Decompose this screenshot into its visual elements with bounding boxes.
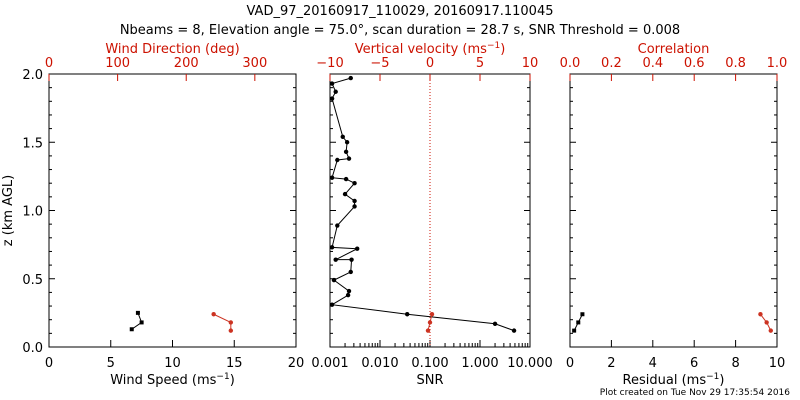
data-point (329, 96, 335, 101)
data-point (346, 156, 352, 161)
x-axis-label-top: Correlation (638, 42, 710, 57)
x-tick-label-top: 200 (174, 56, 199, 71)
y-tick-label: 0.0 (22, 341, 43, 356)
x-tick-label-bottom: 5 (107, 356, 115, 371)
data-point (572, 328, 577, 333)
data-point (329, 81, 335, 86)
plot-frame (329, 73, 531, 348)
x-tick-label-top: 5 (476, 56, 484, 71)
x-axis-label-bottom: SNR (416, 373, 443, 388)
x-axis-label-bottom: Residual (ms−1) (623, 372, 725, 388)
data-point (335, 223, 340, 228)
x-axis-label-top: Wind Direction (deg) (105, 42, 239, 57)
data-point (427, 320, 433, 325)
data-point (329, 245, 335, 250)
x-tick-label-top: 0 (45, 56, 53, 71)
x-tick-label-bottom: 0 (45, 356, 53, 371)
x-tick-label-top: 0.0 (560, 56, 581, 71)
x-tick-label-top: 0.2 (601, 56, 622, 71)
data-point (492, 321, 498, 326)
x-tick-label-top: 0 (426, 56, 434, 71)
x-tick-label-bottom: 8 (731, 356, 739, 371)
data-point (405, 312, 410, 317)
x-tick-label-bottom: 10 (769, 356, 786, 371)
data-point (764, 320, 769, 325)
x-tick-label-bottom: 4 (649, 356, 657, 371)
data-point (342, 191, 348, 197)
y-tick-label: 2.0 (22, 68, 43, 83)
x-tick-label-top: 0.6 (684, 56, 705, 71)
x-tick-label-top: 300 (242, 56, 267, 71)
series-line-top (213, 313, 232, 331)
figure-title-line1: VAD_97_20160917_110029, 20160917.110045 (247, 4, 554, 19)
data-point (348, 269, 353, 275)
data-point (333, 257, 338, 262)
x-tick-label-top: 100 (105, 56, 130, 71)
data-point (576, 320, 581, 325)
data-point (329, 302, 335, 307)
x-tick-label-bottom: 20 (288, 356, 305, 371)
x-tick-label-bottom: 0.010 (361, 356, 398, 371)
plot-created-footer: Plot created on Tue Nov 29 17:35:54 2016 (600, 388, 790, 398)
x-tick-label-bottom: 0.100 (411, 356, 448, 371)
x-tick-label-top: −10 (316, 56, 343, 71)
data-point (345, 292, 351, 298)
data-point (352, 204, 357, 209)
y-tick-label: 1.0 (22, 205, 43, 220)
chart-panel-right: 0 2 4 6 8 10 Residual (ms−1) 0.0 0.2 0.4 0.6 0.8 1.0… (560, 42, 788, 388)
plot-frame (569, 73, 778, 348)
x-tick-label-bottom: 0 (566, 356, 574, 371)
data-point (349, 257, 354, 262)
x-tick-label-bottom: 10.000 (507, 356, 553, 371)
data-point (343, 176, 349, 182)
data-point (346, 288, 352, 294)
x-tick-label-bottom: 0.001 (311, 356, 348, 371)
chart-panel-middle: 0.001 0.010 0.100 1.000 10.000 SNR −10 −5 0 5 10 Ve… (311, 41, 552, 388)
x-tick-label-bottom: 2 (607, 356, 615, 371)
data-point (352, 181, 357, 186)
x-tick-label-bottom: 15 (226, 356, 243, 371)
x-tick-label-bottom: 10 (164, 356, 181, 371)
data-point (425, 328, 431, 333)
data-point (511, 328, 517, 333)
data-point (228, 328, 234, 333)
x-axis-label-bottom: Wind Speed (ms−1) (110, 372, 235, 388)
x-tick-label-top: 10 (522, 56, 539, 71)
chart-panel-left: 0.0 0.5 1.0 1.5 2.0 z (km AGL) 0 5 10 15 20 Wind Sp… (1, 42, 304, 388)
data-point (211, 312, 216, 317)
data-point (135, 310, 140, 315)
data-point (139, 320, 144, 325)
data-point (348, 75, 353, 81)
data-point (333, 89, 338, 94)
data-point (129, 327, 134, 332)
data-point (343, 149, 349, 155)
x-tick-label-top: 1.0 (767, 56, 788, 71)
figure-title-line2: Nbeams = 8, Elevation angle = 75.0°, sca… (120, 23, 680, 38)
data-point (580, 312, 585, 317)
x-tick-label-top: −5 (370, 56, 389, 71)
data-point (355, 246, 360, 251)
data-point (429, 312, 435, 317)
x-tick-label-top: 0.8 (725, 56, 746, 71)
data-point (758, 312, 763, 317)
y-axis-label: z (km AGL) (1, 175, 16, 246)
y-tick-label: 1.5 (22, 136, 43, 151)
x-tick-label-bottom: 6 (690, 356, 698, 371)
data-point (352, 198, 357, 204)
data-point (228, 320, 234, 325)
x-axis-label-top: Vertical velocity (ms−1) (355, 41, 506, 57)
y-tick-label: 0.5 (22, 273, 43, 288)
plot-frame (48, 73, 297, 348)
data-point (340, 134, 345, 139)
data-point (329, 175, 335, 180)
data-point (344, 140, 350, 145)
data-point (768, 328, 773, 333)
series-line-bottom (330, 77, 515, 332)
x-tick-label-top: 0.4 (642, 56, 663, 71)
x-tick-label-bottom: 1.000 (461, 356, 498, 371)
data-point (331, 277, 337, 283)
data-point (335, 157, 340, 163)
